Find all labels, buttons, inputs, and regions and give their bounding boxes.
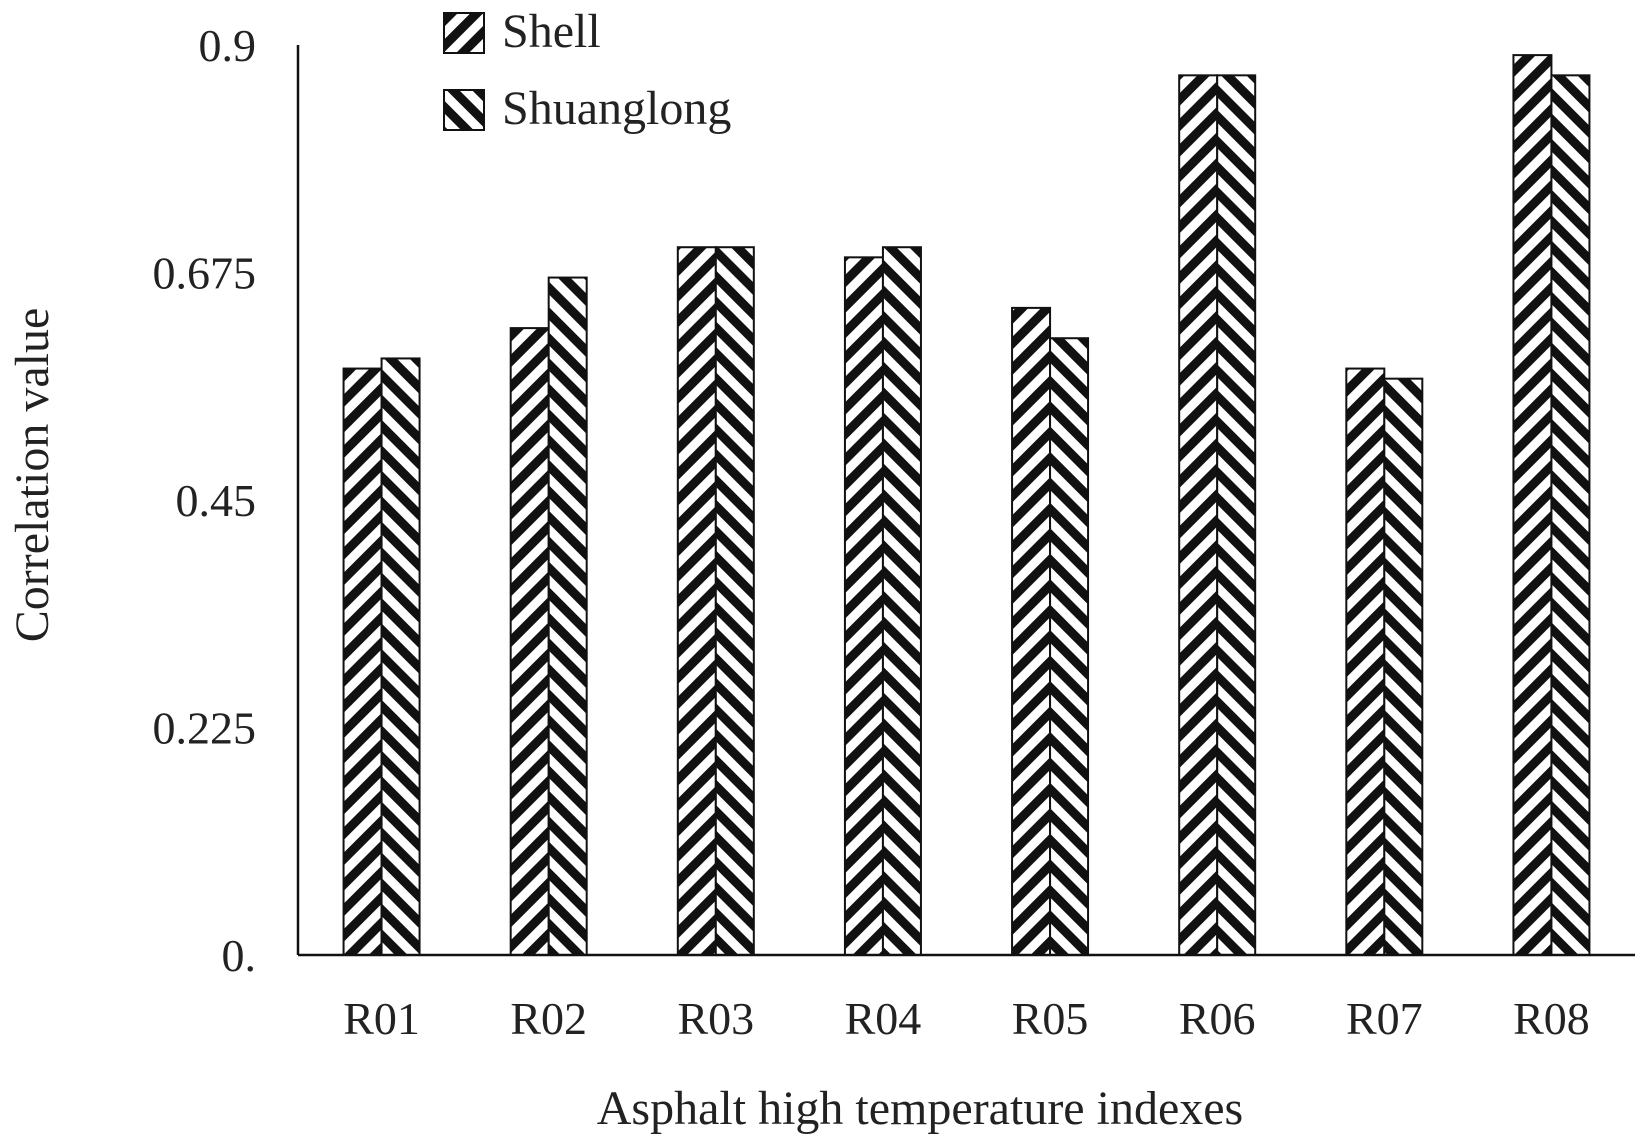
legend-swatch-shell: [443, 12, 485, 54]
y-tick-label: 0.: [222, 930, 257, 981]
x-tick-label: R01: [343, 993, 420, 1044]
y-tick-label: 0.675: [153, 248, 257, 299]
x-tick-label: R05: [1012, 993, 1089, 1044]
x-tick-labels: R01 R02 R03 R04 R05 R06 R07 R08: [343, 993, 1590, 1044]
x-tick-label: R02: [510, 993, 587, 1044]
bar-shell-r04: [843, 256, 884, 957]
bar-shuanglong-r08: [1550, 74, 1591, 957]
y-tick-labels: 0. 0.225 0.45 0.675 0.9: [153, 20, 257, 981]
bar-shuanglong-r01: [380, 357, 421, 956]
bar-shell-r08: [1512, 54, 1553, 957]
y-tick-label: 0.45: [176, 475, 257, 526]
x-tick-label: R03: [677, 993, 754, 1044]
y-tick-label: 0.9: [199, 20, 257, 71]
bar-shuanglong-r03: [714, 246, 755, 956]
bar-shell-r07: [1345, 367, 1386, 956]
bar-shell-r06: [1178, 74, 1219, 957]
y-axis-title: Correlation value: [6, 308, 59, 643]
legend-label-shuanglong: Shuanglong: [502, 82, 731, 135]
bar-shell-r01: [342, 367, 383, 956]
bar-shuanglong-r07: [1383, 377, 1424, 956]
x-tick-label: R06: [1179, 993, 1256, 1044]
legend-item-shuanglong: Shuanglong: [443, 82, 731, 135]
x-axis-title: Asphalt high temperature indexes: [597, 1082, 1243, 1135]
legend-label-shell: Shell: [502, 5, 601, 58]
bar-shell-r02: [509, 327, 550, 957]
bar-shuanglong-r05: [1049, 337, 1090, 956]
x-tick-label: R07: [1346, 993, 1423, 1044]
legend-item-shell: Shell: [443, 5, 601, 58]
bar-shuanglong-r04: [881, 246, 922, 956]
bar-shuanglong-r02: [547, 276, 588, 956]
bar-shell-r05: [1011, 306, 1052, 956]
bars-layer: [342, 54, 1591, 957]
x-tick-label: R04: [845, 993, 922, 1044]
y-tick-label: 0.225: [153, 703, 257, 754]
bar-shuanglong-r06: [1216, 74, 1257, 957]
x-tick-label: R08: [1513, 993, 1590, 1044]
legend: Shell Shuanglong: [443, 5, 731, 135]
bar-shell-r03: [676, 246, 717, 956]
legend-swatch-shuanglong: [443, 89, 485, 131]
